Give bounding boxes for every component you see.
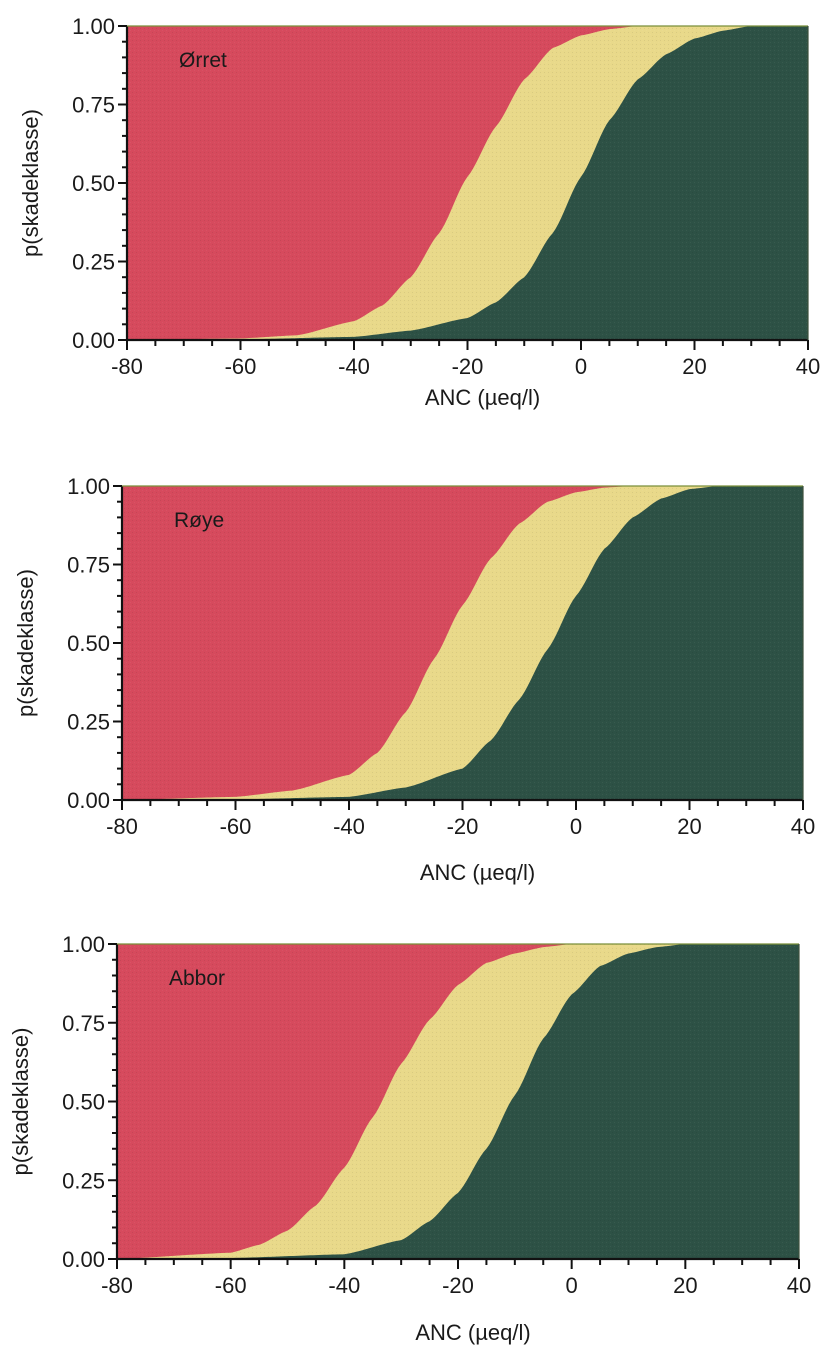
x-tick-label: -40	[328, 1273, 360, 1298]
x-axis-title: ANC (µeq/l)	[420, 860, 535, 885]
x-tick-label: -20	[447, 814, 479, 839]
panel-title: Røye	[174, 509, 224, 532]
y-tick-label: 0.00	[62, 1247, 105, 1272]
x-tick-label: -80	[106, 814, 138, 839]
y-tick-label: 0.00	[72, 328, 115, 353]
y-tick-label: 0.75	[67, 553, 110, 578]
chart-panel-3: -80 -60 -40 -20 0 20 40 0.00 0.25 0.50 0.75 1.00 ANC…	[8, 932, 811, 1345]
x-tick-label: 40	[791, 814, 815, 839]
chart-panel-1: -80 -60 -40 -20 0 20 40 0.00 0.25 0.50 0.75 1.00 ANC…	[18, 14, 820, 410]
y-tick-label: 0.75	[62, 1011, 105, 1036]
x-tick-label: -40	[338, 354, 370, 379]
x-axis-title: ANC (µeq/l)	[425, 385, 540, 410]
panel-title: Ørret	[179, 49, 227, 72]
y-tick-label: 0.25	[67, 710, 110, 735]
x-tick-label: -40	[333, 814, 365, 839]
print-texture	[117, 944, 799, 1259]
x-axis-title: ANC (µeq/l)	[415, 1320, 530, 1345]
x-tick-label: 20	[673, 1273, 697, 1298]
y-tick-label: 0.50	[67, 631, 110, 656]
x-tick-label: 0	[566, 1273, 578, 1298]
y-tick-label: 1.00	[67, 474, 110, 499]
x-tick-label: -60	[220, 814, 252, 839]
y-tick-label: 0.50	[72, 171, 115, 196]
y-tick-label: 0.00	[67, 788, 110, 813]
y-tick-label: 1.00	[72, 14, 115, 39]
x-tick-label: -60	[215, 1273, 247, 1298]
y-tick-label: 0.75	[72, 93, 115, 118]
y-axis-title: p(skadeklasse)	[18, 109, 43, 257]
panel-title: Abbor	[169, 967, 225, 990]
x-tick-label: -80	[111, 354, 143, 379]
x-tick-label: -80	[101, 1273, 133, 1298]
x-tick-label: 40	[787, 1273, 811, 1298]
x-tick-label: 20	[682, 354, 706, 379]
y-tick-label: 0.25	[62, 1168, 105, 1193]
x-tick-label: 20	[677, 814, 701, 839]
y-tick-label: 0.25	[72, 250, 115, 275]
x-tick-label: -60	[225, 354, 257, 379]
chart-panel-2: -80 -60 -40 -20 0 20 40 0.00 0.25 0.50 0.75 1.00 ANC…	[13, 474, 815, 885]
y-tick-label: 1.00	[62, 932, 105, 957]
print-texture	[127, 26, 808, 340]
x-tick-label: 40	[796, 354, 820, 379]
x-tick-label: 0	[575, 354, 587, 379]
x-tick-label: -20	[452, 354, 484, 379]
x-tick-label: -20	[442, 1273, 474, 1298]
y-axis-title: p(skadeklasse)	[13, 569, 38, 717]
y-tick-label: 0.50	[62, 1090, 105, 1115]
y-axis-title: p(skadeklasse)	[8, 1028, 33, 1176]
x-tick-label: 0	[570, 814, 582, 839]
print-texture	[122, 486, 803, 800]
